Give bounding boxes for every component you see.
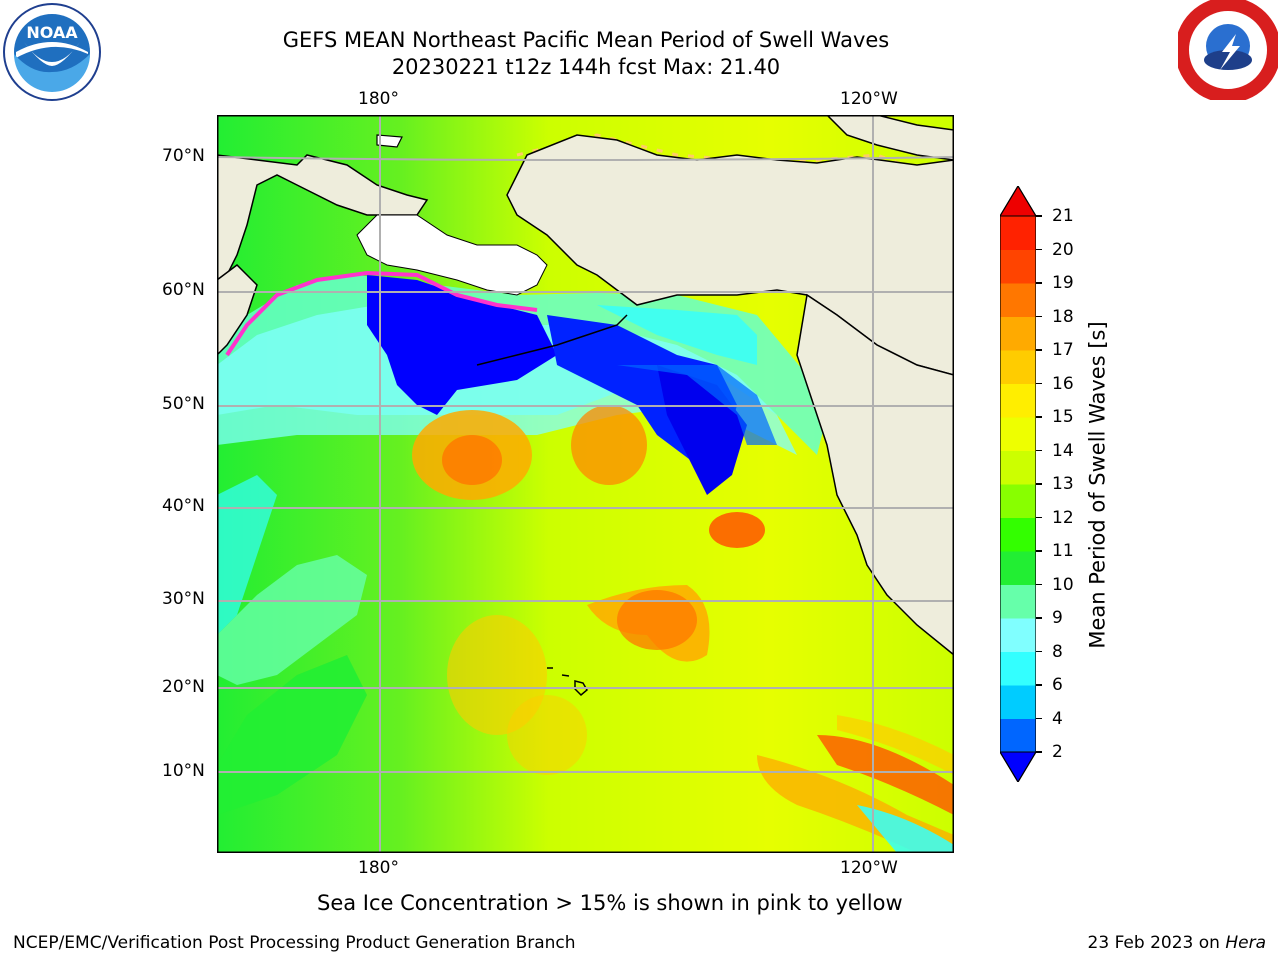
lon-label-top-180: 180° [358, 89, 399, 109]
colorbar-tick-label: 4 [1052, 708, 1063, 729]
colorbar-tick-label: 15 [1052, 407, 1074, 427]
land-st-lawrence [376, 134, 403, 148]
producer-credit: NCEP/EMC/Verification Post Processing Pr… [13, 933, 576, 953]
colorbar-under-triangle [999, 751, 1037, 783]
land-aleutian-arc [476, 314, 628, 366]
colorbar-tick-mark [1036, 717, 1042, 720]
lat-label-70n: 70°N [162, 146, 205, 166]
colorbar-tick-label: 13 [1052, 474, 1074, 494]
land-siberia-2 [217, 264, 258, 357]
colorbar-tick-label: 11 [1052, 541, 1074, 561]
lat-label-60n: 60°N [162, 280, 205, 300]
colorbar-tick-mark [1036, 516, 1042, 519]
lat-label-20n: 20°N [162, 677, 205, 697]
colorbar-tick-label: 14 [1052, 440, 1074, 461]
colorbar-segment [1000, 618, 1036, 652]
colorbar-segment [1000, 584, 1036, 619]
graticule [217, 115, 954, 853]
colorbar [999, 184, 1037, 784]
colorbar-segment [1000, 383, 1036, 418]
colorbar-tick-label: 8 [1052, 641, 1063, 662]
colorbar-tick-mark [1036, 650, 1042, 653]
colorbar-tick-label: 2 [1052, 742, 1063, 762]
land-siberia [217, 154, 429, 281]
lat-label-10n: 10°N [162, 761, 205, 781]
colorbar-tick-label: 12 [1052, 507, 1074, 528]
low-period-blue [367, 275, 557, 415]
sea-ice-edge [225, 270, 538, 357]
colorbar-segment [1000, 249, 1036, 284]
colorbar-segment [1000, 350, 1036, 384]
noaa-logo: NOAA [2, 2, 102, 102]
lon-label-top-120w: 120°W [840, 89, 898, 109]
colorbar-tick-mark [1036, 550, 1042, 552]
machine-name: Hera [1225, 933, 1266, 953]
colorbar-tick-mark [1036, 315, 1042, 318]
colorbar-tick-label: 18 [1052, 306, 1074, 327]
colorbar-tick-mark [1036, 416, 1042, 418]
colorbar-segment [1000, 216, 1036, 250]
colorbar-over-triangle [999, 185, 1037, 217]
title-line-2: 20230221 t12z 144h fcst Max: 21.40 [391, 55, 781, 79]
colorbar-tick-label: 21 [1052, 206, 1074, 226]
colorbar-tick-label: 19 [1052, 273, 1074, 293]
colorbar-tick-mark [1036, 215, 1042, 217]
colorbar-segment [1000, 551, 1036, 585]
colorbar-tick-label: 17 [1052, 340, 1074, 360]
colorbar-segment [1000, 484, 1036, 518]
colorbar-tick-mark [1036, 617, 1042, 619]
colorbar-segment [1000, 417, 1036, 451]
date-prefix: 23 Feb 2023 on [1087, 933, 1226, 953]
swell-period-map [217, 115, 954, 853]
title-line-1: GEFS MEAN Northeast Pacific Mean Period … [282, 28, 890, 52]
colorbar-tick-mark [1036, 583, 1042, 586]
colorbar-segment [1000, 517, 1036, 552]
colorbar-tick-mark [1036, 449, 1042, 452]
colorbar-tick-label: 9 [1052, 608, 1063, 628]
colorbar-tick-mark [1036, 248, 1042, 251]
lat-label-50n: 50°N [162, 394, 205, 414]
colorbar-tick-mark [1036, 684, 1042, 686]
sea-ice-note: Sea Ice Concentration > 15% is shown in … [317, 891, 903, 915]
bering-shelf-white [356, 214, 548, 296]
colorbar-segment [1000, 316, 1036, 351]
lat-label-30n: 30°N [162, 589, 205, 609]
colorbar-segment [1000, 718, 1036, 753]
colorbar-tick-mark [1036, 349, 1042, 351]
colorbar-tick-mark [1036, 382, 1042, 385]
colorbar-tick-mark [1036, 483, 1042, 485]
colorbar-tick-mark [1036, 282, 1042, 284]
nws-logo [1175, 0, 1280, 103]
land-arctic-islands [825, 115, 954, 161]
colorbar-tick-label: 6 [1052, 675, 1063, 695]
colorbar-segment [1000, 450, 1036, 485]
svg-text:NOAA: NOAA [26, 23, 78, 42]
colorbar-segment [1000, 283, 1036, 317]
colorbar-label: Mean Period of Swell Waves [s] [1085, 321, 1110, 649]
colorbar-tick-mark [1036, 751, 1042, 753]
lon-label-bottom-180: 180° [358, 858, 399, 878]
lat-label-40n: 40°N [162, 496, 205, 516]
colorbar-tick-label: 20 [1052, 239, 1074, 260]
lon-label-bottom-120w: 120°W [840, 858, 898, 878]
colorbar-segment [1000, 685, 1036, 719]
generation-date: 23 Feb 2023 on Hera [1088, 933, 1266, 953]
colorbar-segment [1000, 651, 1036, 686]
colorbar-tick-label: 10 [1052, 574, 1074, 595]
colorbar-tick-label: 16 [1052, 373, 1074, 394]
